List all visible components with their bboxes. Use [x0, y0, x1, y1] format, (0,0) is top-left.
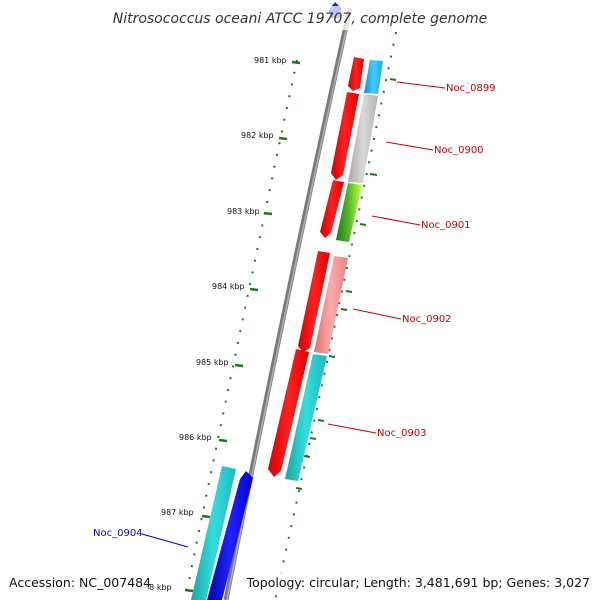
gene-arrow-noc-0902 [298, 251, 330, 352]
gene-arrow-noc-0903 [268, 349, 309, 477]
footer-summary: Topology: circular; Length: 3,481,691 bp… [246, 575, 590, 590]
feature-bar-noc-0900 [348, 94, 378, 183]
gene-arrow-noc-0900 [331, 92, 359, 180]
gene-arrow-noc-0904 [207, 471, 253, 600]
scale-label-987: 987 kbp [161, 508, 194, 517]
gene-label-noc-0902[interactable]: Noc_0902 [402, 314, 452, 325]
scale-label-981: 981 kbp [254, 56, 287, 65]
gene-labels: Noc_0899 Noc_0900 Noc_0901 Noc_0902 Noc_… [93, 83, 496, 539]
title-background [110, 6, 490, 30]
scale-label-983: 983 kbp [227, 207, 260, 216]
scale-ticks [184, 60, 301, 593]
feature-bar-noc-0899 [364, 60, 383, 94]
outer-ring-ticks [295, 78, 397, 490]
scale-labels: 981 kbp 982 kbp 983 kbp 984 kbp 985 kbp … [139, 56, 287, 592]
scale-label-984: 984 kbp [212, 282, 245, 291]
gene-label-noc-0904[interactable]: Noc_0904 [93, 528, 143, 539]
scale-label-982: 982 kbp [241, 131, 274, 140]
scale-label-986: 986 kbp [179, 433, 212, 442]
gene-label-noc-0901[interactable]: Noc_0901 [421, 220, 471, 231]
feature-bar-noc-0903 [285, 354, 327, 481]
footer-summary-bg [255, 572, 595, 592]
map-title: Nitrosococcus oceani ATCC 19707, complet… [113, 11, 488, 27]
scale-label-988: 988 kbp [139, 583, 172, 592]
gene-arrow-noc-0899 [348, 57, 364, 91]
feature-bar-noc-0901 [336, 183, 362, 242]
gene-label-noc-0899[interactable]: Noc_0899 [446, 83, 496, 94]
gene-label-noc-0900[interactable]: Noc_0900 [434, 145, 484, 156]
footer-accession: Accession: NC_007484 [9, 575, 151, 590]
genome-backbone-highlight [226, 7, 352, 600]
feature-bar-noc-0904 [191, 466, 236, 600]
outer-dotted-ring [274, 31, 397, 600]
feature-bar-noc-0902 [314, 256, 348, 354]
gene-leader-lines [141, 81, 446, 548]
gene-arrow-noc-0901 [320, 180, 344, 238]
gene-label-noc-0903[interactable]: Noc_0903 [377, 428, 427, 439]
footer-accession-bg [4, 572, 148, 592]
scale-label-985: 985 kbp [196, 358, 229, 367]
